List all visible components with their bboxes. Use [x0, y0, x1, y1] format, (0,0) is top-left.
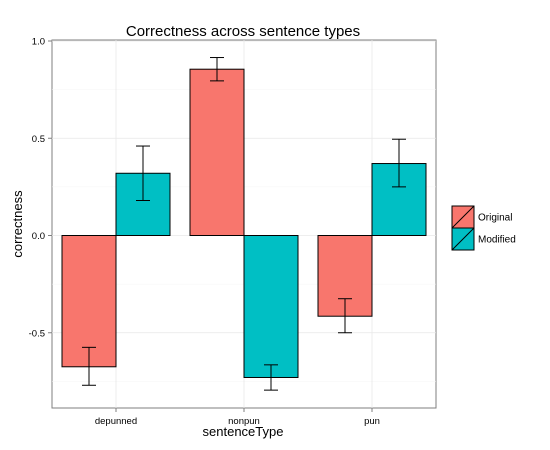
legend-label: Modified	[478, 235, 516, 246]
x-tick-label: pun	[364, 416, 380, 427]
y-tick-label: -0.5	[29, 328, 45, 339]
chart-title: Correctness across sentence types	[126, 23, 360, 40]
x-axis-title: sentenceType	[203, 424, 284, 439]
legend: Original Modified	[451, 205, 516, 251]
bar	[243, 235, 299, 378]
x-tick-label: depunned	[95, 416, 137, 427]
x-tick-label: nonpun	[228, 416, 260, 427]
bars	[61, 68, 427, 378]
error-bars	[82, 57, 406, 391]
legend-key-slash	[451, 227, 475, 251]
bar	[61, 235, 117, 368]
y-axis-title: correctness	[10, 190, 25, 258]
x-axis-ticks: depunned nonpun pun	[95, 408, 380, 427]
y-tick-label: 1.0	[32, 37, 45, 48]
legend-label: Original	[478, 213, 512, 224]
bar	[189, 68, 245, 236]
y-axis-ticks: 1.0 0.5 0.0 -0.5	[29, 37, 52, 339]
y-tick-label: 0.5	[32, 134, 45, 145]
legend-key-slash	[451, 205, 475, 229]
y-tick-label: 0.0	[32, 231, 45, 242]
